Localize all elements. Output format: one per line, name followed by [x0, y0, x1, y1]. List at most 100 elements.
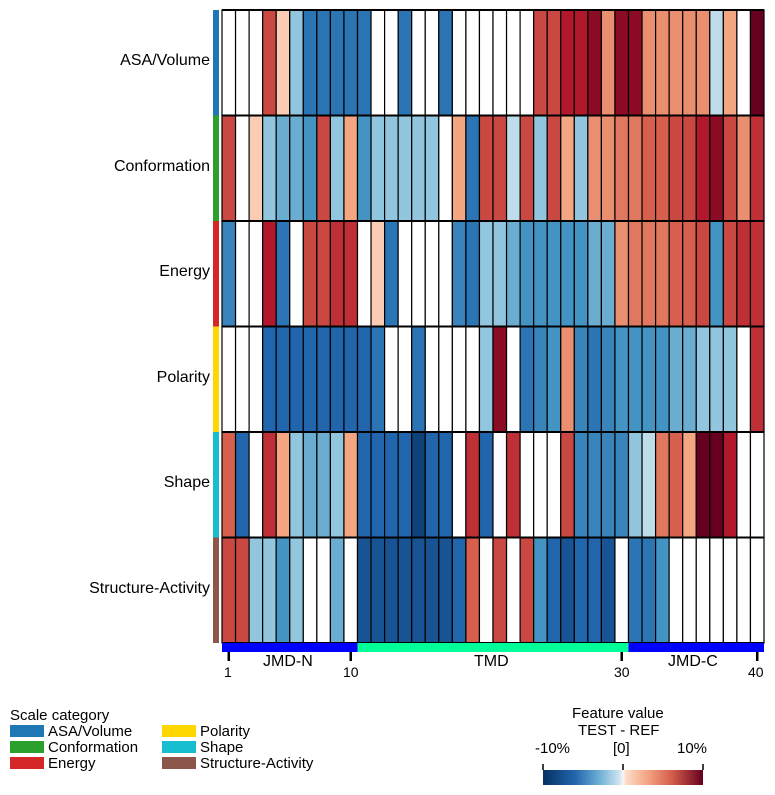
heatmap-cell [289, 536, 304, 644]
heatmap-cell [262, 431, 277, 539]
heatmap-cell [722, 536, 738, 644]
heatmap-cell [329, 325, 345, 433]
heatmap-cell [492, 536, 508, 644]
heatmap-cell [641, 9, 657, 117]
legend-label: Structure-Activity [200, 755, 314, 772]
heatmap-cell [397, 431, 413, 539]
heatmap-cell [356, 536, 372, 644]
heatmap-cell [234, 431, 250, 539]
heatmap-cell [329, 114, 345, 222]
heatmap-cell [546, 9, 562, 117]
heatmap-cell [709, 325, 724, 433]
heatmap-cell [519, 536, 535, 644]
heatmap-cell [519, 114, 535, 222]
heatmap-cell [560, 220, 575, 328]
heatmap-cell [302, 431, 318, 539]
heatmap-cell [505, 431, 521, 539]
heatmap-cell [533, 220, 548, 328]
heatmap-cell [614, 220, 630, 328]
heatmap-cell [234, 9, 250, 117]
heatmap-cell [736, 536, 752, 644]
heatmap-cell [519, 431, 535, 539]
heatmap-cell [221, 114, 237, 222]
legend-title: Scale category [10, 707, 110, 724]
heatmap-cell [370, 114, 386, 222]
heatmap-cell [641, 431, 657, 539]
heatmap-cell [668, 431, 684, 539]
heatmap-cell [221, 9, 237, 117]
heatmap-cell [451, 536, 467, 644]
heatmap-cell [533, 431, 548, 539]
heatmap-cell [248, 220, 264, 328]
heatmap-cell [519, 9, 535, 117]
heatmap-cell [668, 220, 684, 328]
heatmap-cell [397, 9, 413, 117]
heatmap-cell [370, 220, 386, 328]
legend-swatch [10, 741, 44, 753]
heatmap-cell [289, 9, 304, 117]
heatmap-cell [262, 220, 277, 328]
heatmap-cell [397, 325, 413, 433]
heatmap-cell [519, 220, 535, 328]
x-tick-label-40: 40 [748, 664, 764, 680]
legend-label: Shape [200, 739, 244, 756]
heatmap-cell [573, 325, 589, 433]
heatmap-cell [749, 536, 765, 644]
heatmap-cell [573, 431, 589, 539]
heatmap-cell [329, 536, 345, 644]
heatmap-cell [302, 536, 318, 644]
heatmap-cell [424, 536, 440, 644]
heatmap-cell [641, 114, 657, 222]
heatmap-cell [546, 325, 562, 433]
category-color-bar [213, 221, 219, 327]
heatmap-cell [614, 325, 630, 433]
heatmap-cell [370, 536, 386, 644]
heatmap-cell [370, 325, 386, 433]
heatmap-cell [248, 325, 264, 433]
heatmap-cell [411, 114, 426, 222]
heatmap-cell [275, 431, 291, 539]
heatmap-cell [316, 9, 332, 117]
heatmap-cell [600, 9, 616, 117]
heatmap-cell [749, 9, 765, 117]
heatmap-cell [424, 325, 440, 433]
legend-item-asa-volume: ASA/Volume [10, 724, 132, 740]
heatmap-cell [329, 431, 345, 539]
heatmap-cell [478, 325, 494, 433]
region-label-jmd-c: JMD-C [668, 653, 718, 670]
heatmap-cell [262, 114, 277, 222]
heatmap-cell [709, 220, 724, 328]
heatmap-cell [234, 536, 250, 644]
heatmap-cell [682, 114, 697, 222]
heatmap-cell [275, 220, 291, 328]
heatmap-cell [695, 9, 711, 117]
region-bar [222, 643, 358, 652]
heatmap-cell [722, 9, 738, 117]
heatmap-cell [695, 536, 711, 644]
region-label-tmd: TMD [474, 653, 509, 670]
heatmap-cell [478, 114, 494, 222]
heatmap-cell [587, 431, 602, 539]
legend-item-conformation: Conformation [10, 740, 138, 756]
x-tick-label-30: 30 [614, 664, 630, 680]
heatmap-cell [424, 114, 440, 222]
heatmap-cell [587, 220, 602, 328]
heatmap-cell [438, 325, 453, 433]
heatmap-cell [627, 220, 643, 328]
heatmap-cell [641, 536, 657, 644]
heatmap-cell [668, 325, 684, 433]
heatmap-cell [682, 9, 697, 117]
row-label-polarity: Polarity [156, 369, 210, 386]
heatmap-cell [560, 431, 575, 539]
heatmap-cell [587, 325, 602, 433]
heatmap-cell [533, 325, 548, 433]
heatmap-cell [478, 536, 494, 644]
legend-swatch [10, 757, 44, 769]
heatmap-cell [275, 536, 291, 644]
heatmap-cell [749, 220, 765, 328]
heatmap-cell [627, 536, 643, 644]
heatmap-cell [546, 536, 562, 644]
heatmap-cell [533, 536, 548, 644]
heatmap-cell [302, 9, 318, 117]
heatmap-cell [397, 536, 413, 644]
